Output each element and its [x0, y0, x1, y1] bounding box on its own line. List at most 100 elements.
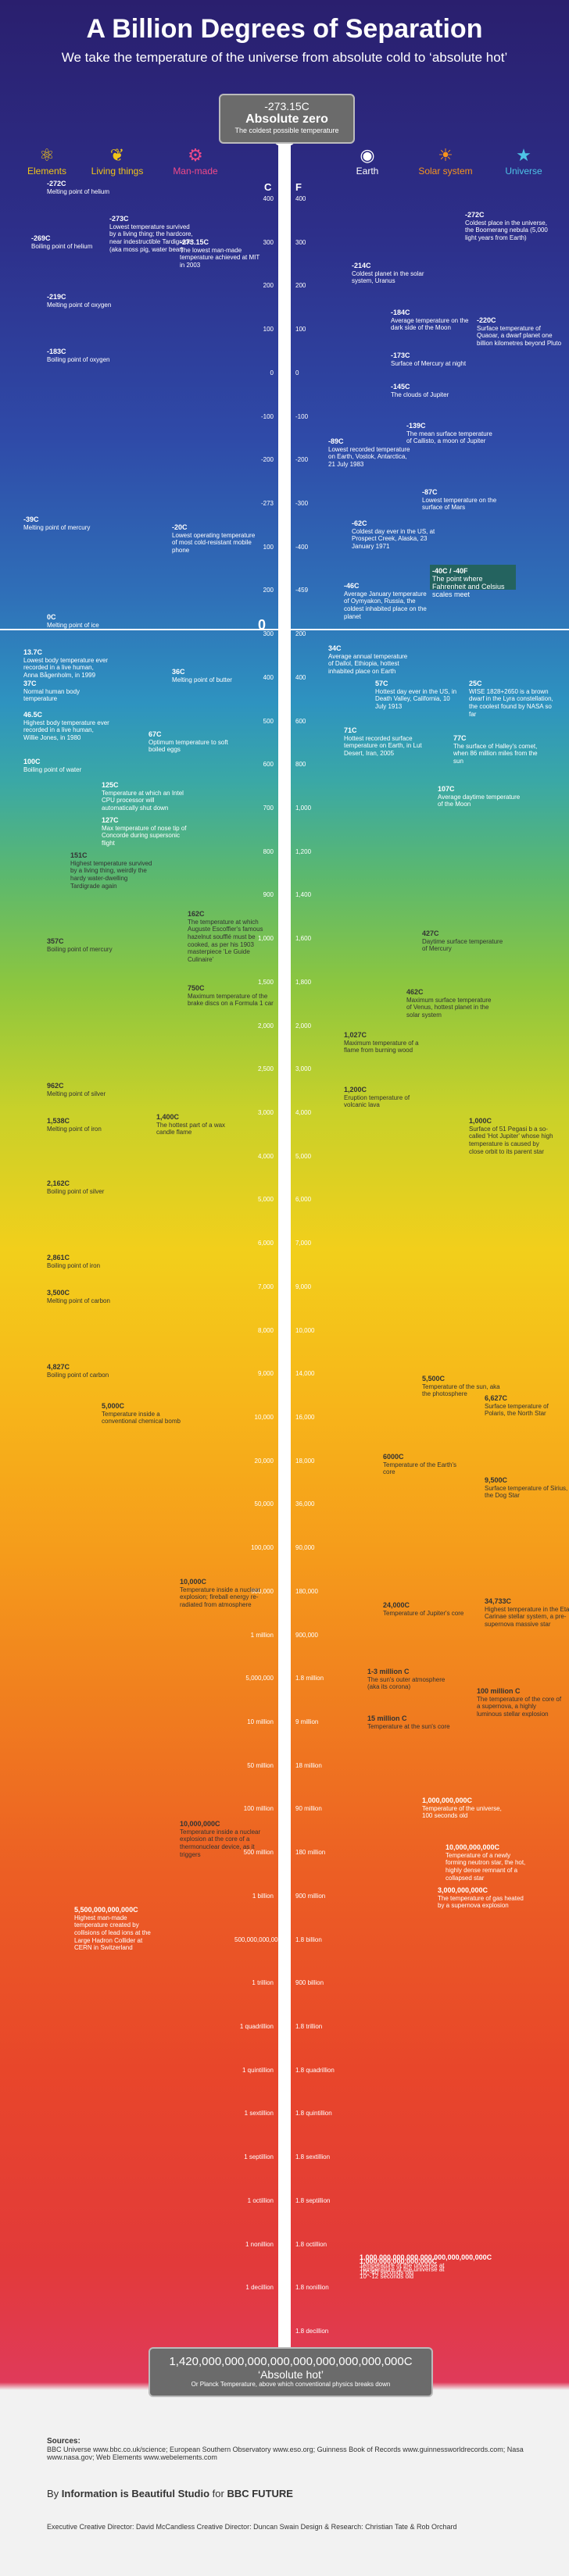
annotation-text: Lowest temperature survived by a living …: [109, 223, 193, 253]
tick-label-c: -100: [260, 413, 274, 420]
tick-label-c: 500,000: [251, 1588, 274, 1595]
annotation-corona: 1-3 million C The sun's outer atmosphere …: [367, 1668, 453, 1691]
annotation-text: Maximum surface temperature of Venus, ho…: [406, 996, 492, 1019]
annotation-lava: 1,200C Eruption temperature of volcanic l…: [344, 1086, 430, 1109]
annotation-candle: 1,400C The hottest part of a wax candle f…: [156, 1113, 242, 1136]
tick-label-f: 1.8 sextillion: [295, 2153, 331, 2160]
sun-icon: ☀: [438, 145, 453, 165]
annotation-value: 127C: [102, 816, 119, 824]
annotation-text: Temperature at the sun's core: [367, 1722, 450, 1730]
annotation-photosphere: 5,500C Temperature of the sun, aka the ph…: [422, 1375, 508, 1398]
tick-label-c: 4,000: [257, 1153, 274, 1160]
annotation-moon-day: 107C Average daytime temperature of the M…: [438, 785, 524, 808]
annotation-text: Highest body temperature ever recorded i…: [23, 719, 109, 741]
annotation-text: Temperature at which an Intel CPU proces…: [102, 789, 184, 812]
tick-label-f: 1.8 nonillion: [295, 2284, 329, 2291]
annotation-value: 427C: [422, 929, 439, 937]
tick-label-c: 50,000: [254, 1500, 274, 1507]
tick-label-f: 0: [295, 369, 299, 376]
annotation-value: 25C: [469, 680, 482, 687]
annotation-value: 36C: [172, 668, 185, 676]
tick-label-f: 1,800: [295, 979, 312, 986]
leaf-icon: ❦: [109, 145, 125, 165]
annotation-boomerang: -272C Coldest place in the universe, the …: [465, 211, 551, 242]
annotation-value: -219C: [47, 293, 66, 301]
annotation-value: 1,200C: [344, 1086, 367, 1094]
sources: Sources: BBC Universe www.bbc.co.uk/scie…: [47, 2437, 531, 2461]
annotation-text: Surface temperature of Polaris, the Nort…: [485, 1402, 549, 1418]
annotation-hd149026: 1,000C Surface of 51 Pegasi b a so-called…: [469, 1117, 555, 1155]
annotation-value: -62C: [352, 519, 367, 527]
absolute-zero-sub: The coldest possible temperature: [234, 127, 339, 134]
tick-label-f: 9 million: [295, 1718, 319, 1725]
annotation-ice-melt: 0C Melting point of ice: [47, 613, 133, 629]
annotation-value: 100C: [23, 758, 41, 765]
tick-label-f: 600: [295, 718, 306, 725]
annotation-text: Highest man-made temperature created by …: [74, 1914, 151, 1952]
annotation-text: Highest temperature in the Eta Carinae s…: [485, 1605, 569, 1628]
annotation-text: Temperature of the universe at 10^-12 se…: [360, 2265, 445, 2281]
annotation-value: -220C: [477, 316, 496, 324]
annotation-value: -145C: [391, 383, 410, 391]
absolute-hot-value: 1,420,000,000,000,000,000,000,000,000,00…: [169, 2355, 413, 2368]
tick-label-c: 10 million: [247, 1718, 274, 1725]
tick-label-f: 14,000: [295, 1370, 315, 1377]
annotation-oxygen-boil: -183C Boiling point of oxygen: [47, 348, 133, 363]
annotation-value: 67C: [149, 730, 162, 738]
annotation-text: The mean surface temperature of Callisto…: [406, 430, 492, 445]
annotation-carbon-boil: 4,827C Boiling point of carbon: [47, 1363, 133, 1379]
annotation-carbon-melt: 3,500C Melting point of carbon: [47, 1289, 133, 1304]
annotation-value: 1,000C: [469, 1117, 492, 1125]
annotation-text: Melting point of helium: [47, 187, 110, 195]
category-legend: ⚛ Elements ❦ Living things ⚙ Man-made ◉ …: [0, 145, 569, 181]
annotation-halley: 77C The surface of Halley's comet, when 8…: [453, 734, 539, 765]
category-living-things: ❦ Living things: [86, 145, 149, 177]
annotation-value: 57C: [375, 680, 388, 687]
credit: By Information is Beautiful Studio for B…: [47, 2488, 293, 2499]
annotation-value: 1,400C: [156, 1113, 180, 1121]
category-universe: ★ Universe: [492, 145, 555, 177]
annotation-text: Boiling point of carbon: [47, 1371, 109, 1379]
annotation-value: -46C: [344, 582, 360, 590]
tick-label-c: -273: [260, 500, 274, 507]
tick-label-c: 100: [263, 326, 274, 333]
tick-label-f: 1,600: [295, 935, 312, 942]
tick-label-f: 180,000: [295, 1588, 318, 1595]
tick-label-c: 1 septillion: [244, 2153, 274, 2160]
tick-label-f: 1.8 million: [295, 1675, 324, 1682]
annotation-text: Coldest place in the universe, the Boome…: [465, 219, 548, 241]
tick-label-f: 1.8 decillion: [295, 2328, 329, 2335]
fahrenheit-label: F: [295, 181, 302, 193]
annotation-text: The temperature of the core of a superno…: [477, 1695, 562, 1718]
tick-label-f: -300: [295, 500, 309, 507]
annotation-text: Boiling point of water: [23, 765, 82, 773]
annotation-text: Highest temperature survived by a living…: [70, 859, 152, 890]
annotation-text: Daytime surface temperature of Mercury: [422, 937, 503, 953]
annotation-oymyakon: -46C Average January temperature of Oymya…: [344, 582, 430, 620]
annotation-value: 125C: [102, 781, 119, 789]
annotation-text: The clouds of Jupiter: [391, 391, 449, 398]
annotation-value: -20C: [172, 523, 188, 531]
tick-label-c: 1 decillion: [245, 2284, 274, 2291]
annotation-sirius: 9,500C Surface temperature of Sirius, the…: [485, 1476, 569, 1500]
tick-label-c: 1 octillion: [247, 2197, 274, 2204]
annotation-text: Temperature of the Earth's core: [383, 1461, 457, 1476]
annotation-lut: 71C Hottest recorded surface temperature …: [344, 726, 430, 758]
annotation-tardigrade-cold: -273C Lowest temperature survived by a li…: [109, 215, 195, 253]
annotation-value: -183C: [47, 348, 66, 355]
absolute-zero-box: -273.15C Absolute zero The coldest possi…: [219, 94, 355, 144]
annotation-mercury-day: 427C Daytime surface temperature of Mercu…: [422, 929, 508, 953]
annotation-text: WISE 1828+2650 is a brown dwarf in the L…: [469, 687, 553, 718]
annotation-text: Average temperature on the dark side of …: [391, 316, 469, 332]
annotation-value: 13.7C: [23, 648, 43, 656]
annotation-rigel: 34,733C Highest temperature in the Eta Ca…: [485, 1597, 569, 1629]
tick-label-c: 100,000: [251, 1544, 274, 1551]
annotation-callisto: -139C The mean surface temperature of Cal…: [406, 422, 492, 445]
tick-label-c: 800: [263, 848, 274, 855]
annotation-value: 10,000,000,000C: [446, 1843, 500, 1851]
absolute-hot-sub: Or Planck Temperature, above which conve…: [191, 2381, 391, 2388]
annotation-value: 24,000C: [383, 1601, 410, 1609]
annotation-text: Temperature of the sun, aka the photosph…: [422, 1383, 500, 1398]
zero-label: 0: [258, 617, 267, 633]
annotation-mercury-night: -173C Surface of Mercury at night: [391, 351, 477, 367]
